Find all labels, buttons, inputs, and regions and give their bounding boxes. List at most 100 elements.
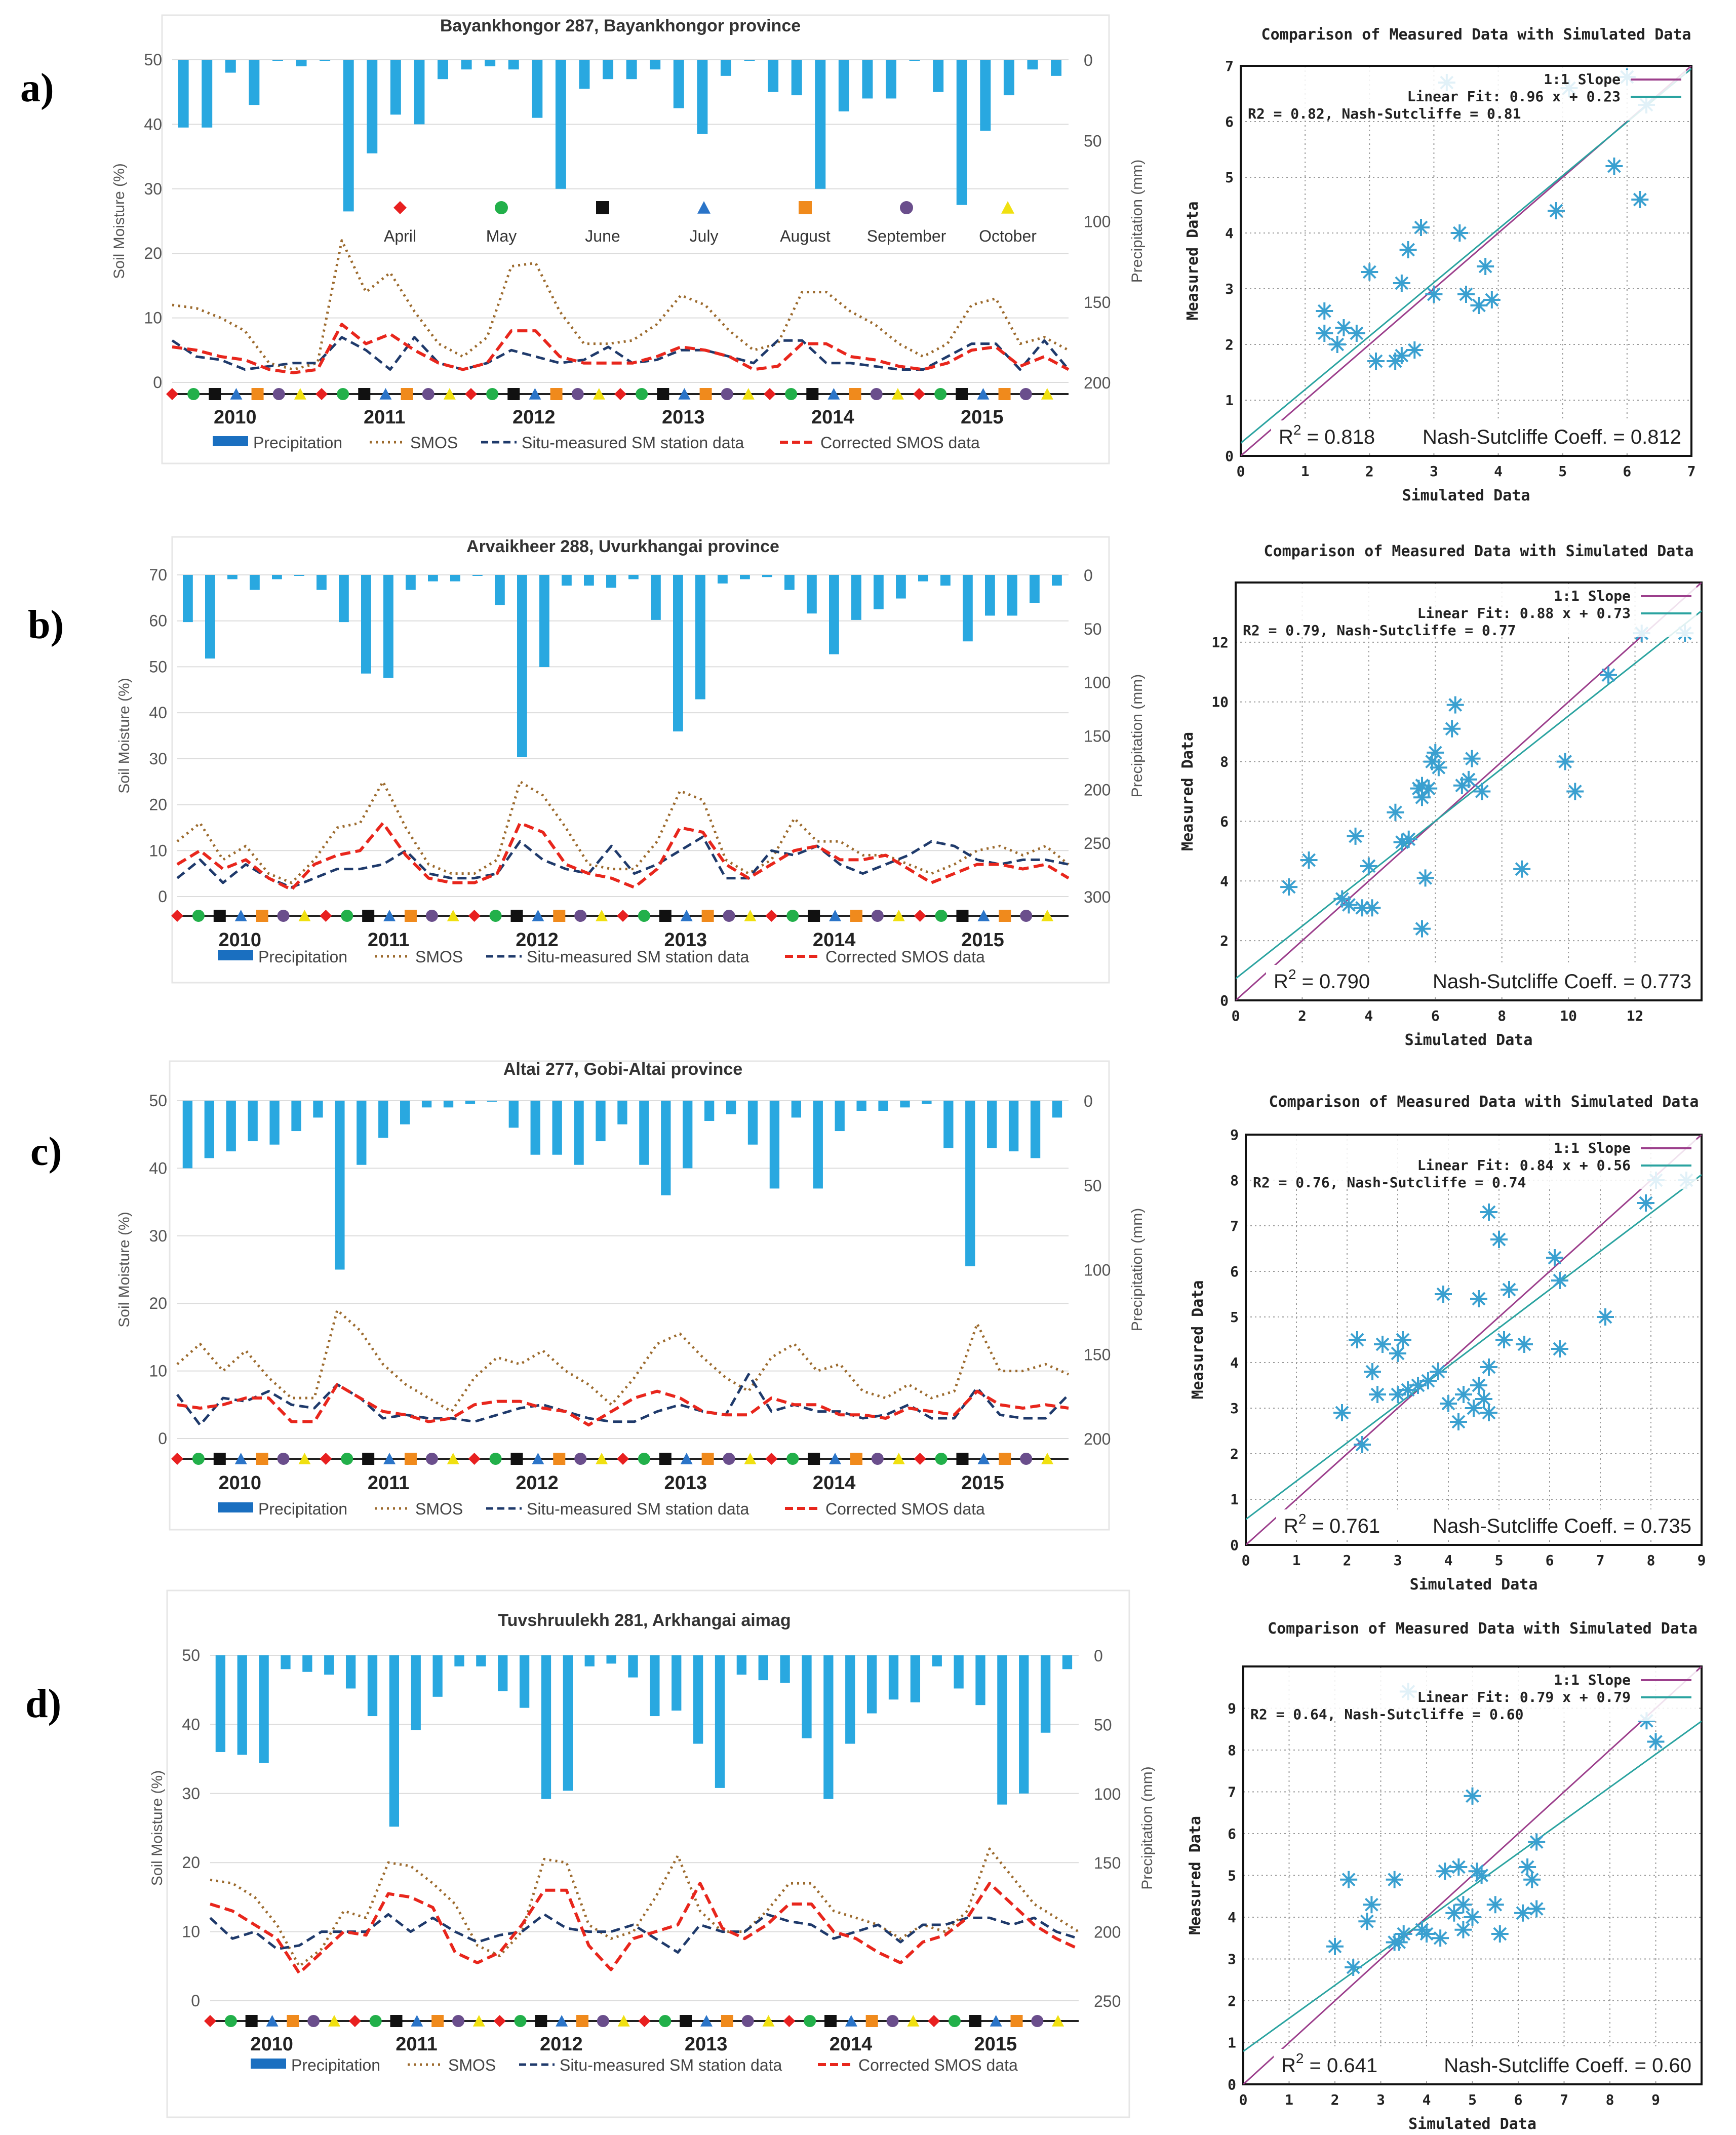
precip-bar [450, 575, 460, 581]
precip-bar [339, 575, 349, 623]
precip-bar [584, 1655, 595, 1666]
precip-bar [1008, 1101, 1019, 1152]
scatter-point [1473, 1867, 1490, 1884]
precip-bar [747, 1101, 758, 1145]
x-tick-label: 7 [1560, 2091, 1568, 2108]
plot-frame [1235, 581, 1703, 1001]
month-marker [892, 1453, 905, 1464]
y2-tick-label: 200 [1084, 374, 1111, 392]
month-marker [721, 388, 733, 400]
year-label: 2010 [219, 1472, 262, 1494]
month-marker [827, 388, 840, 400]
x-tick-label: 4 [1494, 463, 1503, 480]
scatter-point-stroke [1355, 901, 1369, 915]
scatter-point-stroke [1370, 1387, 1385, 1402]
scatter-point [1516, 1336, 1533, 1353]
month-marker [341, 910, 353, 922]
key-one-to-one-label: 1:1 Slope [1554, 588, 1631, 604]
scatter-point-stroke [1350, 1333, 1364, 1347]
legend-smos-label: SMOS [410, 434, 458, 452]
chart-frame [171, 536, 1110, 984]
legend-precip-label: Precipitation [258, 1500, 347, 1518]
y-tick-label: 20 [144, 244, 162, 262]
month-legend-marker [1001, 201, 1014, 214]
month-marker [379, 388, 392, 400]
month-marker [886, 2015, 899, 2027]
scatter-point [1280, 878, 1298, 896]
month-marker [404, 1453, 417, 1465]
x-tick-label: 2 [1365, 463, 1374, 480]
scatter-point-stroke [1607, 159, 1621, 173]
year-label: 2013 [662, 407, 705, 428]
scatter-point [1546, 1249, 1563, 1266]
scatter-point-stroke [1414, 220, 1428, 235]
precip-bar [1027, 60, 1038, 70]
scatter-point [1300, 851, 1318, 869]
y-tick-label: 1 [1225, 392, 1234, 409]
month-marker [1052, 2015, 1064, 2027]
linear-fit-line [1243, 1720, 1702, 2052]
precip-bar [320, 60, 331, 61]
scatter-point-stroke [1485, 293, 1499, 307]
precip-bar [421, 1101, 432, 1108]
legend-precip-swatch [218, 1502, 253, 1512]
scatter-point [1360, 857, 1377, 875]
precip-bar [954, 1655, 964, 1689]
precip-bar [769, 1101, 780, 1189]
key-fit-label: Linear Fit: 0.96 x + 0.23 [1407, 88, 1621, 105]
year-label: 2011 [396, 2034, 437, 2055]
y-tick-label: 50 [144, 51, 162, 69]
year-label: 2012 [512, 407, 556, 428]
precip-bar [965, 1101, 975, 1266]
y-tick-label: 5 [1230, 1309, 1239, 1326]
scatter-point-stroke [1349, 829, 1363, 843]
scatter-point-stroke [1639, 1196, 1653, 1210]
precip-bar [345, 1655, 356, 1689]
y2-axis-title: Precipitation (mm) [1129, 1208, 1146, 1331]
y-tick-label: 40 [182, 1715, 200, 1733]
scatter-point [1480, 1358, 1497, 1376]
y-tick-label: 1 [1228, 2035, 1236, 2051]
y-tick-label: 50 [182, 1646, 200, 1664]
y-tick-label: 4 [1230, 1354, 1239, 1371]
scatter-point [1427, 744, 1444, 761]
scatter-point [1519, 1858, 1536, 1876]
scatter-point [1480, 1404, 1497, 1421]
scatter-point-stroke [1475, 1869, 1489, 1882]
precip-bar [791, 60, 802, 96]
precip-bar [802, 1655, 812, 1738]
scatter-point [1387, 803, 1404, 821]
precip-bar [975, 1655, 985, 1705]
precip-bar [182, 1101, 193, 1169]
month-marker [315, 388, 328, 400]
month-marker [362, 1453, 375, 1465]
fit-lines [1236, 583, 1702, 1000]
month-marker [320, 1453, 332, 1465]
month-marker [977, 910, 990, 921]
corrected-smos-line [172, 323, 1070, 374]
month-marker [914, 910, 926, 922]
chart-title: Bayankhongor 287, Bayankhongor province [440, 16, 801, 35]
scatter-point [1514, 1904, 1532, 1922]
precip-bar [390, 60, 401, 115]
precip-bar [472, 575, 483, 576]
situ-line [176, 1373, 1070, 1426]
precip-bar [476, 1655, 486, 1666]
month-marker [230, 388, 243, 400]
y2-tick-label: 0 [1084, 51, 1093, 69]
corrected-smos-line [177, 1383, 1069, 1427]
scatter-point-stroke [1472, 298, 1486, 313]
scatter-point [1333, 1404, 1351, 1421]
nash-sutcliffe-label: Nash-Sutcliffe Coeff. = 0.735 [1433, 1515, 1691, 1537]
scatter-point [1399, 241, 1417, 258]
scatter-point [1513, 860, 1531, 878]
scatter-point-stroke [1482, 1360, 1496, 1374]
precip-bar [715, 1655, 725, 1788]
scatter-point [1631, 191, 1649, 208]
scatter-point-stroke [1365, 901, 1379, 915]
precip-bar [932, 1655, 942, 1666]
legend-corrected-label: Corrected SMOS data [825, 948, 985, 966]
precip-bar [651, 575, 661, 620]
scatter-point-stroke [1335, 1406, 1349, 1420]
